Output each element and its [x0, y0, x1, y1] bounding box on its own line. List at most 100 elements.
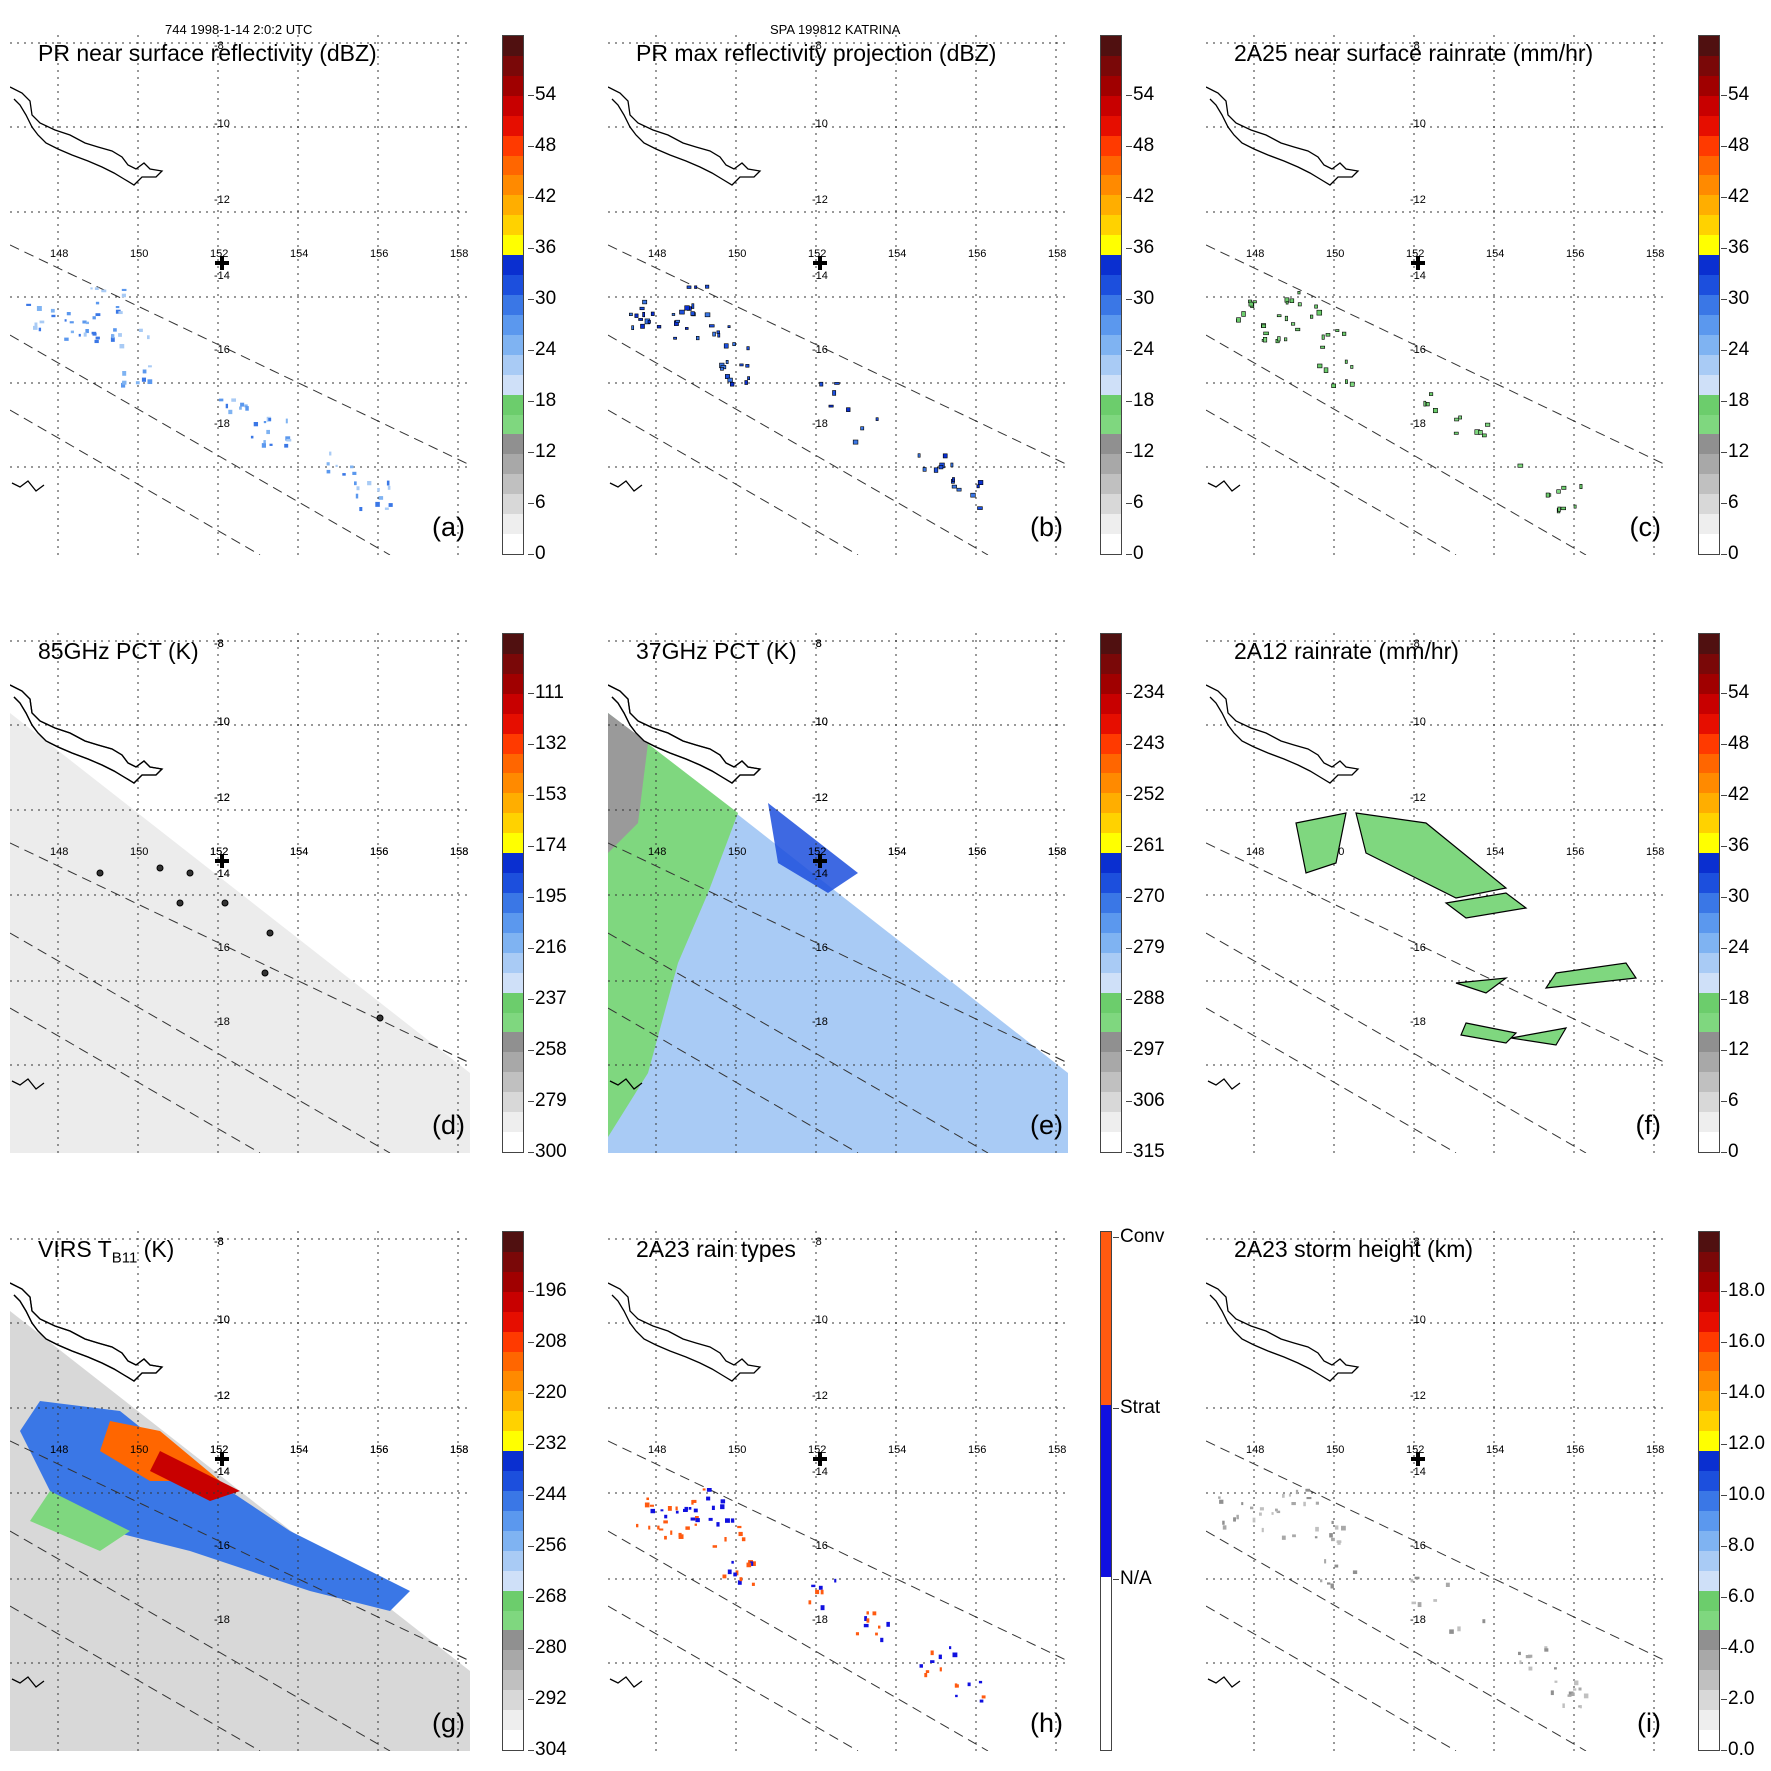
tick-label: 18 [527, 390, 557, 411]
panel-c: 148 150 152 154 156 158 -8 -10 -12 -14 -16 -18 2A25… [1206, 35, 1666, 555]
rain-pixel [667, 1506, 672, 1511]
rain-pixel [240, 402, 245, 407]
lat-label: -12 [1410, 792, 1426, 804]
rain-pixel [92, 332, 97, 336]
rain-pixel [864, 1616, 868, 1622]
panel-title: 2A25 near surface rainrate (mm/hr) [1234, 40, 1594, 66]
rain-pixel [751, 1561, 756, 1567]
lat-label: -16 [1410, 344, 1426, 356]
rain-pixel [866, 1611, 869, 1615]
lat-label: -8 [214, 1236, 224, 1248]
lat-label: -12 [1410, 194, 1426, 206]
coastline-fragment [1207, 480, 1241, 492]
rain-pixel [1562, 1703, 1565, 1708]
rain-pixel [64, 319, 67, 322]
panel-tag: (c) [1629, 512, 1661, 542]
rain-pixel [1411, 1601, 1417, 1605]
rain-pixel [650, 1508, 656, 1514]
tick-label: 42 [1720, 784, 1750, 805]
rain-pixel [722, 1574, 727, 1579]
rain-pixel [855, 1632, 860, 1636]
rain-pixel [872, 1611, 877, 1616]
rain-pixel [1345, 379, 1348, 384]
rain-pixel [631, 325, 635, 331]
swath-edge [10, 932, 391, 1153]
rain-pixel [34, 322, 38, 327]
rain-area [1455, 977, 1509, 994]
rain-pixel [1567, 1694, 1572, 1697]
lat-label: -8 [214, 638, 224, 650]
cloud-edge [30, 1491, 130, 1551]
rain-pixel [1305, 1488, 1311, 1492]
rain-pixel [115, 309, 121, 314]
rain-pixel [1554, 1680, 1558, 1683]
rain-pixel [1284, 315, 1288, 322]
rain-pixel [1410, 1578, 1414, 1583]
rain-pixel [1306, 1497, 1312, 1500]
lat-label: -12 [214, 1390, 230, 1402]
tick-label: 42 [1125, 186, 1155, 207]
tick-label: 256 [528, 1535, 567, 1556]
rain-pixel [1320, 345, 1326, 349]
rain-pixel [69, 321, 74, 324]
lon-label: 150 [130, 248, 148, 260]
lat-label: -8 [214, 638, 224, 650]
rain-pixel [650, 1504, 654, 1507]
coastline [1206, 86, 1360, 186]
rain-pixel [930, 1650, 934, 1656]
lon-label: 148 [648, 248, 666, 260]
rain-pixel [737, 1580, 742, 1585]
rain-pixel [228, 409, 233, 415]
lon-label: 158 [450, 1444, 468, 1456]
rain-pixel [730, 1518, 735, 1523]
lat-label: -8 [812, 40, 822, 52]
rain-pixel [1275, 1508, 1278, 1511]
rain-pixel [657, 1525, 660, 1530]
rain-pixel [951, 484, 957, 489]
title-end: (K) [137, 1236, 175, 1262]
rain-pixel [1331, 383, 1336, 388]
rain-pixel [94, 287, 99, 290]
panel-tag: (b) [1030, 512, 1063, 542]
panel-tag: (e) [1030, 1110, 1063, 1140]
colorbar-i [1698, 1231, 1720, 1751]
lon-label: 154 [888, 1444, 906, 1456]
lon-label: 152 [210, 846, 228, 858]
swath-edge [10, 842, 470, 1064]
coastline-fragment [1207, 1676, 1241, 1688]
rain-pixel [1331, 1537, 1335, 1542]
tick-label: 6 [1126, 492, 1144, 513]
rain-pixel [1277, 336, 1281, 342]
lon-label: 150 [728, 248, 746, 260]
tick-label: 174 [528, 835, 567, 856]
rain-pixel [1303, 1501, 1306, 1507]
storm-center-marker [813, 854, 827, 868]
rain-pixel [716, 330, 720, 334]
swath-edge [608, 1440, 1068, 1662]
tick-label: 48 [1720, 135, 1750, 156]
swath-edge [1206, 1605, 1457, 1751]
rain-pixel [95, 336, 100, 340]
rain-pixel [118, 333, 122, 337]
panel-e: 148150152154156158-8-10-12-14-16-1814815… [608, 633, 1068, 1153]
tick-label: 6 [1721, 1090, 1739, 1111]
rain-pixel [386, 480, 390, 486]
lat-label: -16 [1410, 1540, 1426, 1552]
lon-label: 156 [370, 248, 388, 260]
lat-label: -16 [214, 942, 230, 954]
lon-label: 152 [210, 248, 228, 260]
tick-label: 12 [527, 441, 557, 462]
rain-pixel [1414, 1576, 1420, 1580]
rain-pixel [924, 1673, 928, 1678]
rain-pixel [956, 487, 962, 492]
lon-label: 156 [1566, 846, 1584, 858]
swath-edge [608, 409, 859, 555]
colorbar-ticks-i: 18.0 16.0 14.0 12.0 10.0 8.0 6.0 4.0 2.0… [1720, 1231, 1771, 1760]
swath-edge [1206, 1007, 1457, 1153]
rain-pixel [122, 380, 127, 385]
rain-pixel [886, 1621, 890, 1627]
rain-pixel [50, 308, 55, 313]
rain-pixel [727, 377, 733, 383]
rain-pixel [820, 1605, 825, 1611]
rain-pixel [1292, 1534, 1296, 1538]
